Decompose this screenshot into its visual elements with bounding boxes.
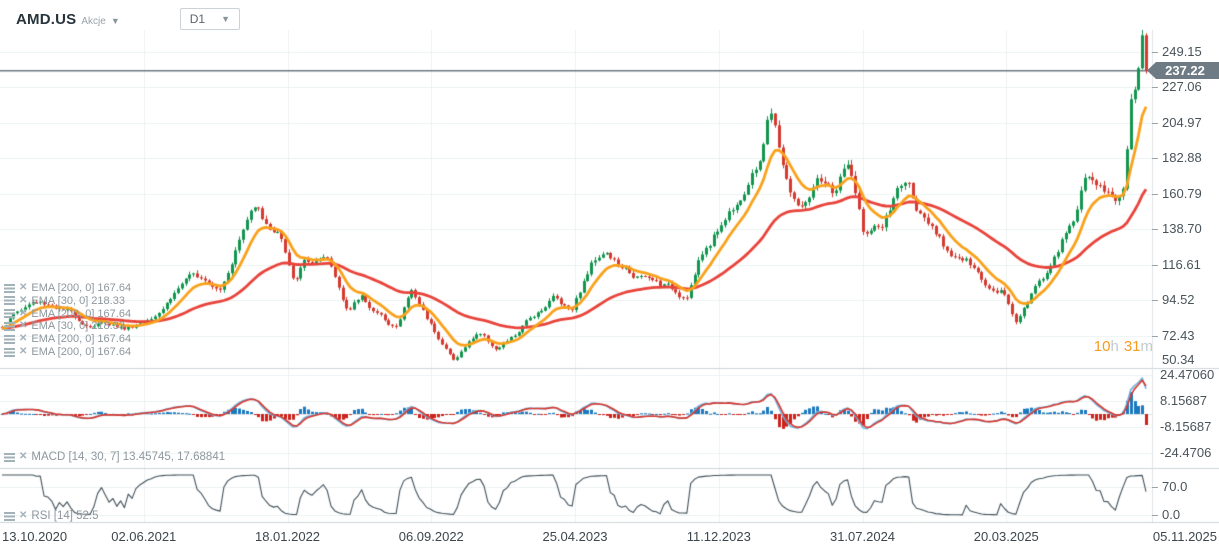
price-axis-label: 249.15 [1162, 43, 1202, 59]
current-price-tag: 237.22 [1147, 62, 1219, 79]
axis-tick [1152, 515, 1158, 516]
date-label: 13.10.2020 [2, 529, 68, 544]
indicator-close-icon[interactable]: ✕ [19, 346, 28, 357]
price-axis-label: 94.52 [1162, 292, 1195, 308]
indicator-close-icon[interactable]: ✕ [19, 307, 28, 319]
timeframe-selector[interactable]: D1 ▼ [179, 8, 241, 30]
rsi-axis-label: 0.0 [1162, 507, 1181, 522]
market-type-label: Akcje [81, 15, 106, 27]
rsi-axis-label: 70.0 [1162, 479, 1188, 494]
indicator-settings-icon[interactable] [4, 321, 15, 331]
indicator-settings-icon[interactable] [4, 283, 15, 293]
countdown-hours: 10 [1093, 338, 1111, 355]
axis-tick [1152, 87, 1158, 88]
ema-label-text: EMA [30, 0] 218.33 [31, 294, 125, 307]
symbol-name: AMD.US [16, 10, 77, 28]
price-axis-label: 182.88 [1162, 150, 1202, 166]
macd-axis-label: -8.15687 [1160, 419, 1212, 434]
axis-tick [1152, 229, 1158, 231]
rsi-indicator-label: ✕ RSI [14] 52.5 [4, 510, 99, 522]
macd-axis-label: 8.15687 [1160, 393, 1207, 408]
price-axis-label: 116.61 [1162, 256, 1201, 272]
ema-indicator-row: ✕ EMA [200, 0] 167.64 [4, 346, 131, 358]
macd-label-text: MACD [14, 30, 7] 13.45745, 17.68841 [31, 451, 226, 463]
price-axis-label: 50.34 [1162, 352, 1195, 367]
indicator-close-icon[interactable]: ✕ [19, 333, 28, 345]
date-label: 20.03.2025 [973, 529, 1039, 544]
axis-tick [1152, 193, 1158, 195]
timeframe-value: D1 [189, 12, 206, 26]
axis-tick [1152, 335, 1158, 337]
date-label: 25.04.2023 [542, 529, 608, 544]
ema-indicator-row: ✕ EMA [30, 0] 218.33 [4, 320, 125, 332]
ema-label-text: EMA [30, 0] 218.33 [31, 320, 125, 333]
axis-tick [1152, 158, 1158, 160]
countdown-minutes-unit: m [1140, 338, 1154, 355]
date-label: 31.07.2024 [829, 529, 896, 544]
date-label: 11.12.2023 [686, 529, 751, 544]
indicator-settings-icon[interactable] [4, 309, 15, 319]
axis-tick [1152, 300, 1158, 302]
indicator-settings-icon[interactable] [4, 296, 15, 306]
chevron-down-icon: ▼ [221, 14, 231, 24]
price-axis-label: 204.97 [1162, 114, 1202, 130]
countdown-minutes: 31 [1123, 338, 1141, 355]
axis-tick [1152, 487, 1158, 488]
axis-tick [1152, 122, 1158, 124]
ema-indicator-row: ✕ EMA [200, 0] 167.64 [4, 308, 131, 320]
countdown-hours-unit: h [1110, 338, 1119, 355]
price-axis-label: 72.43 [1162, 327, 1195, 343]
macd-axis-label: 24.47060 [1160, 367, 1215, 382]
indicator-close-icon[interactable]: ✕ [19, 451, 28, 462]
ema-indicator-row: ✕ EMA [200, 0] 167.64 [4, 333, 131, 345]
ema-label-text: EMA [200, 0] 167.64 [31, 346, 132, 358]
price-axis-label: 160.79 [1162, 185, 1202, 201]
price-axis-label: 227.06 [1162, 79, 1202, 94]
indicator-close-icon[interactable]: ✕ [19, 282, 28, 293]
date-label: 05.11.2025 [1152, 529, 1217, 544]
indicator-close-icon[interactable]: ✕ [19, 510, 28, 521]
ema-indicator-row: ✕ EMA [200, 0] 167.64 [4, 282, 131, 294]
chart-toolbar: AMD.US Akcje ▼ D1 ▼ [16, 8, 241, 30]
price-axis-label: 138.70 [1162, 221, 1202, 237]
ema-indicator-row: ✕ EMA [30, 0] 218.33 [4, 295, 125, 307]
macd-axis-label: -24.4706 [1160, 445, 1212, 460]
indicator-settings-icon[interactable] [4, 347, 15, 357]
indicator-settings-icon[interactable] [4, 511, 15, 521]
symbol-selector[interactable]: AMD.US Akcje ▼ [16, 11, 120, 28]
indicator-settings-icon[interactable] [4, 452, 15, 462]
axis-tick [1152, 51, 1158, 53]
ema-label-text: EMA [200, 0] 167.64 [31, 307, 132, 320]
macd-indicator-label: ✕ MACD [14, 30, 7] 13.45745, 17.68841 [4, 451, 225, 463]
date-label: 02.06.2021 [111, 529, 177, 544]
rsi-label-text: RSI [14] 52.5 [31, 510, 99, 522]
chevron-down-icon: ▼ [110, 15, 120, 26]
date-label: 18.01.2022 [254, 529, 321, 544]
candle-countdown-timer: 10h 31m [1094, 338, 1153, 355]
date-label: 06.09.2022 [398, 529, 464, 544]
axis-tick [1152, 264, 1158, 266]
ema-label-text: EMA [200, 0] 167.64 [31, 282, 132, 294]
ema-label-text: EMA [200, 0] 167.64 [31, 333, 132, 346]
indicator-close-icon[interactable]: ✕ [19, 294, 28, 306]
indicator-settings-icon[interactable] [4, 334, 15, 344]
indicator-close-icon[interactable]: ✕ [19, 320, 28, 332]
